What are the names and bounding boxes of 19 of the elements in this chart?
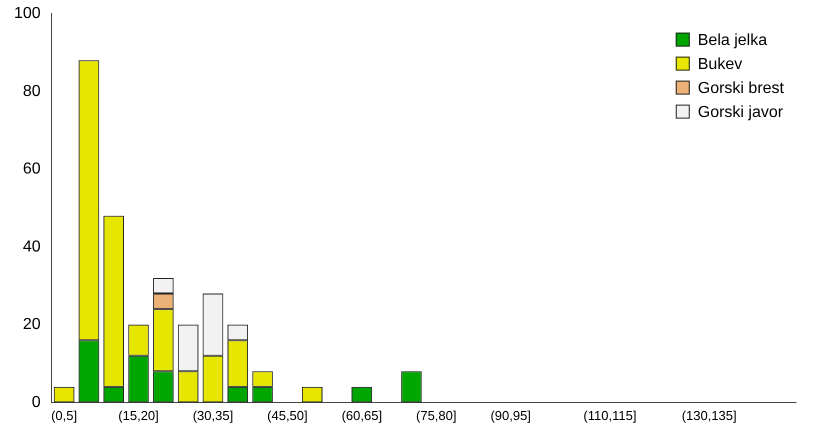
y-tick-label: 100 [14,5,41,22]
legend-label: Gorski javor [698,104,784,122]
y-tick-label: 40 [22,238,41,256]
y-tick-label: 60 [22,160,41,178]
x-tick-label: (75,80] [416,408,456,423]
y-tick-label: 80 [22,82,41,100]
x-tick-label: (110,115] [583,408,636,423]
x-tick-label: (90,95] [490,408,531,423]
x-tick-label: (15,20] [118,408,159,423]
x-tick-label: (0,5] [51,408,78,423]
x-tick-label: (45,50] [267,408,308,423]
legend-label: Bukev [698,56,742,74]
y-tick-label: 0 [32,394,41,411]
x-tick-label: (30,35] [192,408,234,423]
y-tick-label: 20 [22,316,41,334]
legend-label: Bela jelka [698,32,768,50]
x-tick-label: (130,135] [682,408,737,423]
legend-label: Gorski brest [698,80,785,98]
x-tick-label: (60,65] [342,408,382,423]
